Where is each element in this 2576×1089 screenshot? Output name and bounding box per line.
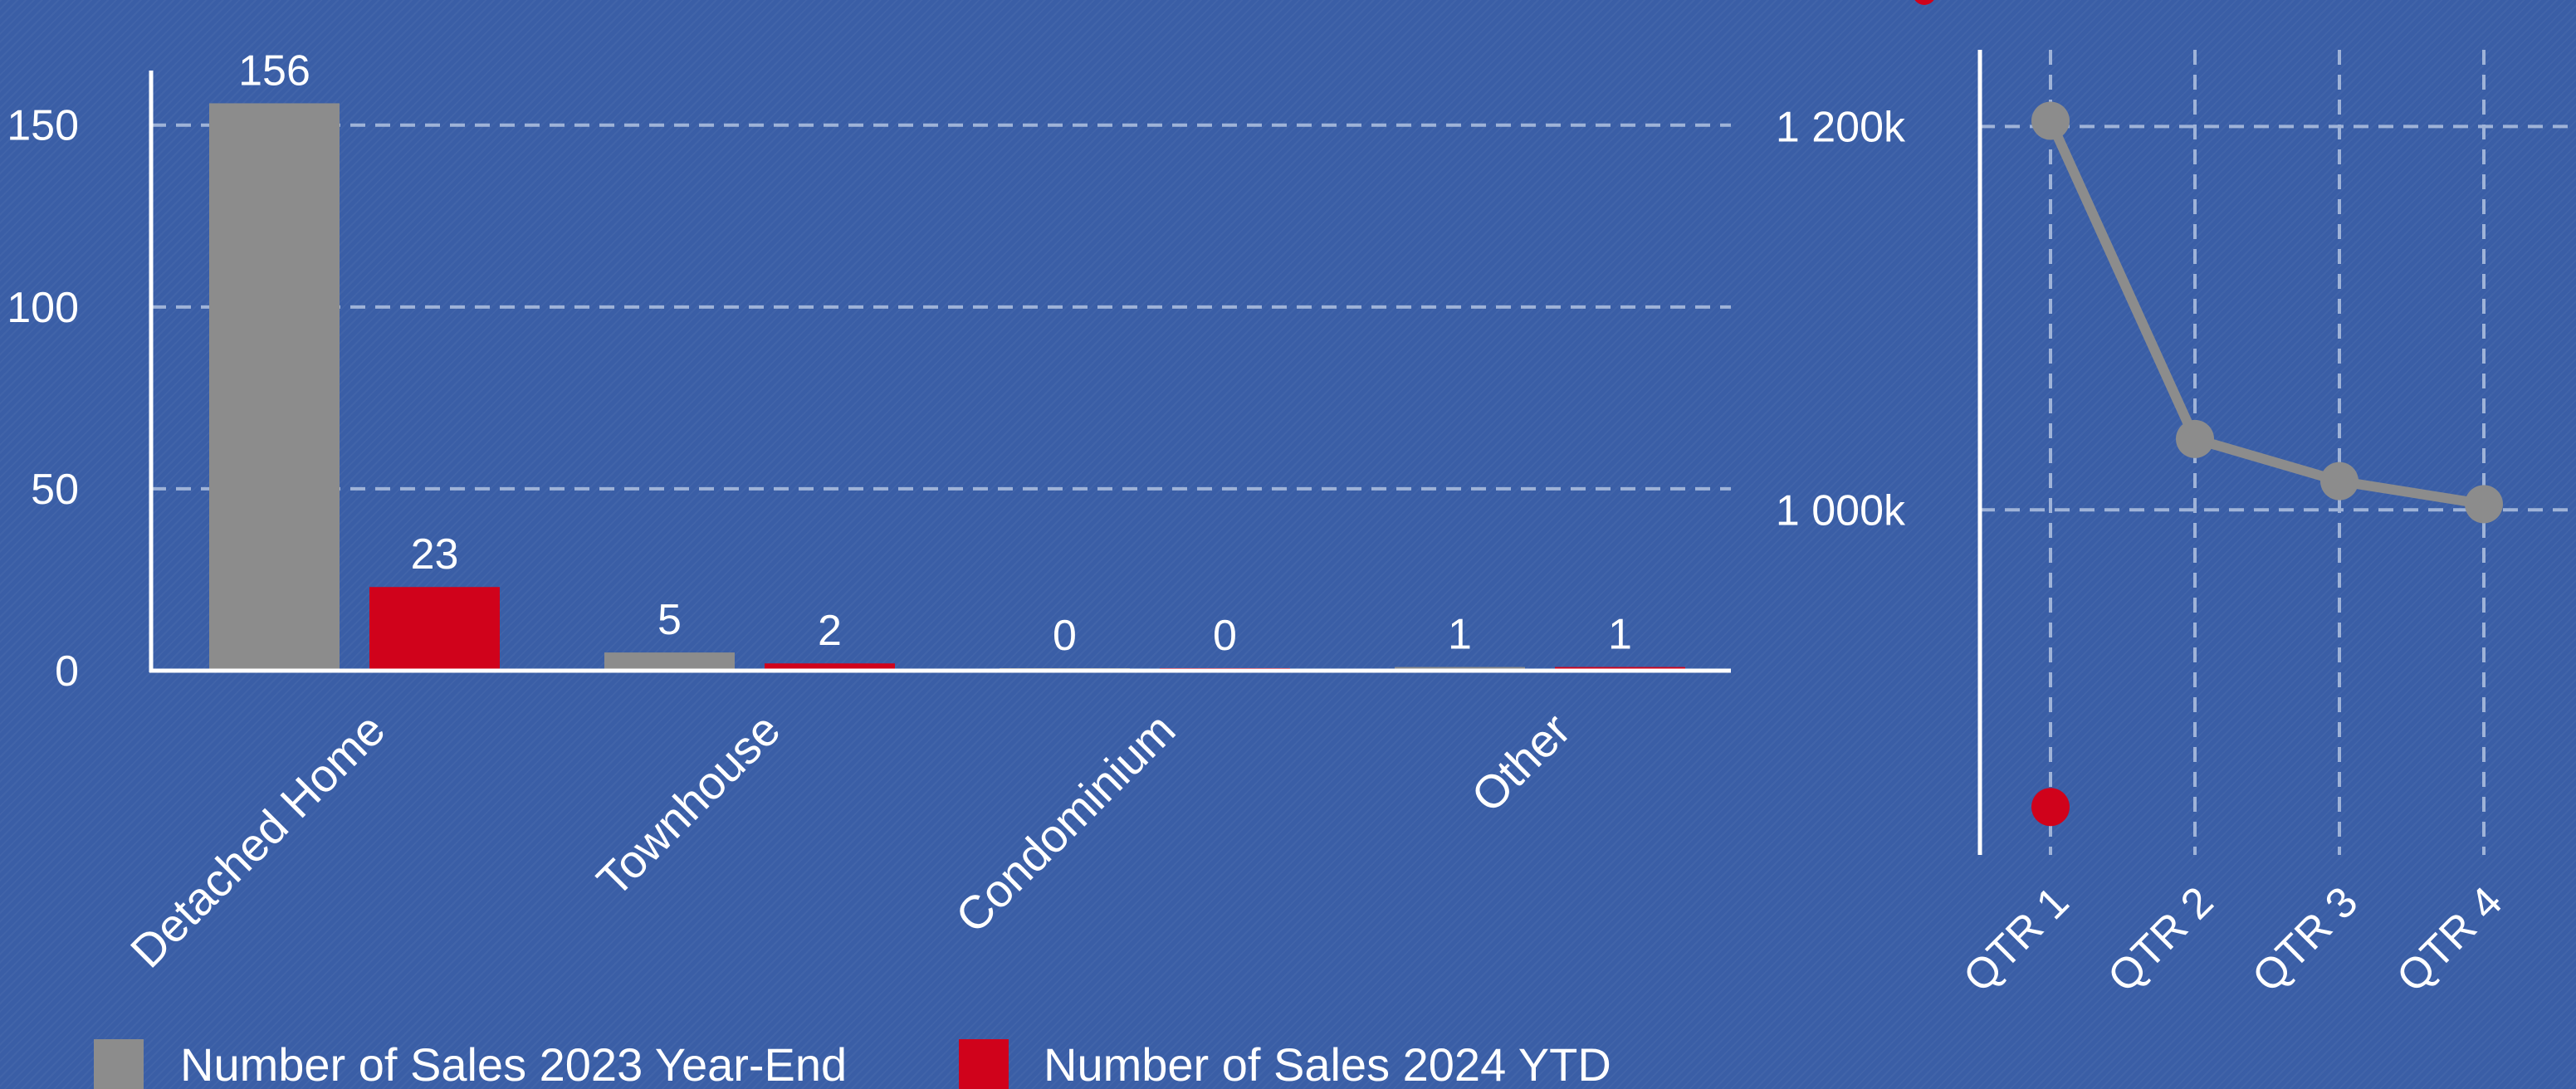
bar-x-tick-labels: Detached Home Townhouse Condominium Other <box>120 703 1581 978</box>
line-chart: 1 000k 1 200k QTR 1 QTR 2 QTR 3 QTR 4 <box>1776 50 2576 1002</box>
bar-x-tick-label: Other <box>1461 703 1581 823</box>
bar-y-tick-label: 0 <box>55 647 79 696</box>
legend-swatch-2024 <box>959 1039 1009 1089</box>
bar-data-label: 0 <box>1213 612 1237 660</box>
bar-y-tick-label: 50 <box>31 466 79 514</box>
bar-gridlines <box>151 123 1731 491</box>
bar-marks <box>209 103 1685 671</box>
line-x-tick-label: QTR 3 <box>2243 877 2367 1001</box>
line-x-tick-label: QTR 2 <box>2099 877 2222 1001</box>
line-legend-marker <box>1914 0 1934 5</box>
line-point-0-3 <box>2465 485 2503 524</box>
line-y-tick-label: 1 000k <box>1776 486 1906 535</box>
legend-label-2024: Number of Sales 2024 YTD <box>1044 1038 1611 1089</box>
bar-x-tick-label: Detached Home <box>120 703 395 978</box>
line-y-tick-labels: 1 000k 1 200k <box>1776 103 1906 535</box>
bar-data-label: 1 <box>1448 611 1472 659</box>
line-series-path-0 <box>2046 118 2485 510</box>
bar-y-tick-label: 100 <box>7 284 79 332</box>
line-point-0-0 <box>2031 101 2070 140</box>
line-x-tick-labels: QTR 1 QTR 2 QTR 3 QTR 4 <box>1954 877 2511 1001</box>
bar-data-label: 1 <box>1608 611 1632 659</box>
line-point-0-1 <box>2176 419 2214 458</box>
bar-data-label: 2 <box>818 607 842 655</box>
bar-data-labels: 156 23 5 2 0 0 1 1 <box>238 46 1632 660</box>
bar-data-label: 156 <box>238 46 310 95</box>
bar-1-1 <box>765 663 895 671</box>
bar-0-0 <box>209 103 340 671</box>
bar-chart: 0 50 100 150 156 23 5 2 0 0 1 1 Detached Home Townh… <box>7 46 1731 978</box>
bar-data-label: 5 <box>657 596 682 644</box>
bar-data-label: 0 <box>1053 612 1077 660</box>
line-x-tick-label: QTR 1 <box>1954 877 2078 1001</box>
line-point-1-0 <box>2031 788 2070 827</box>
line-series <box>2031 101 2503 827</box>
line-x-tick-label: QTR 4 <box>2388 877 2511 1001</box>
bar-x-tick-label: Condominium <box>946 703 1185 943</box>
bar-x-tick-label: Townhouse <box>587 703 790 906</box>
legend-swatch-2023 <box>94 1039 144 1089</box>
bar-0-1 <box>369 587 500 671</box>
line-y-tick-label: 1 200k <box>1776 103 1906 151</box>
legend: Number of Sales 2023 Year-End Number of … <box>94 1038 1611 1089</box>
bar-y-tick-labels: 0 50 100 150 <box>7 102 79 696</box>
bar-data-label: 23 <box>411 530 459 579</box>
bar-1-0 <box>604 652 735 671</box>
legend-label-2023: Number of Sales 2023 Year-End <box>180 1038 847 1089</box>
line-point-0-2 <box>2320 461 2358 501</box>
bar-y-tick-label: 150 <box>7 102 79 150</box>
